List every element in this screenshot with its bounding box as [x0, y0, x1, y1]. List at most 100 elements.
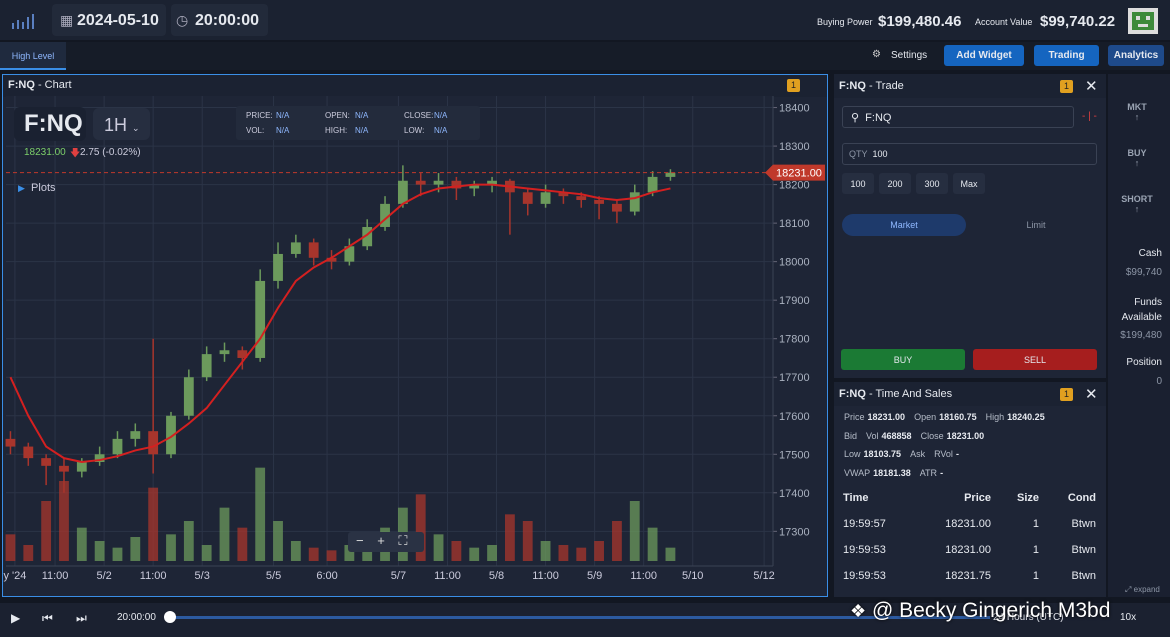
stat-value: 18231.00 [867, 412, 906, 422]
x-tick-label: 5/10 [682, 570, 703, 582]
qty-option[interactable]: 100 [842, 173, 874, 194]
tab[interactable]: High Level [0, 42, 66, 70]
volume-bar [612, 521, 622, 561]
time: 20:00:00 [195, 12, 260, 29]
table-cell: 18231.75 [945, 570, 991, 582]
y-tick-label: 17300 [779, 526, 810, 538]
volume-bar [433, 534, 444, 561]
mkt-label: MKT [1127, 102, 1147, 112]
add-widget-button[interactable]: Add Widget [944, 45, 1024, 66]
candle-body [558, 192, 569, 197]
stat-value: 18240.25 [1007, 412, 1045, 422]
slider-knob[interactable] [164, 611, 176, 623]
info-label: LOW: [404, 126, 425, 135]
candle-body [469, 184, 480, 189]
market-button[interactable]: Market [842, 214, 966, 236]
sell-button[interactable]: SELL [973, 349, 1097, 370]
qty-option[interactable]: 300 [916, 173, 948, 194]
account-value: $99,740.22 [1040, 13, 1116, 30]
x-tick-label: 11:00 [434, 570, 461, 582]
range-select[interactable]: 24 Hours (UTC) [993, 612, 1064, 623]
x-tick-label: 5/8 [489, 570, 504, 582]
x-tick-label: 5/9 [587, 570, 602, 582]
column-header: Price [964, 492, 991, 504]
stat: Low 18103.75 [844, 449, 901, 459]
y-tick-label: 17900 [779, 295, 810, 307]
candle-body [41, 458, 52, 466]
stat-label: Open [914, 412, 937, 422]
symbol-search[interactable]: ⚲ F:NQ [842, 106, 1074, 128]
interval-select[interactable]: 1H ⌄ [93, 108, 150, 140]
info-value: N/A [276, 126, 290, 135]
playback-bar [0, 603, 1170, 637]
candle-body [5, 438, 16, 447]
volume-bar [255, 467, 266, 561]
avatar[interactable] [1128, 8, 1158, 34]
volume-bar [41, 501, 52, 561]
buy-side-button[interactable]: BUY ↑ [1127, 148, 1147, 168]
candle-body [183, 377, 194, 416]
buy-label: BUY [1127, 148, 1147, 158]
time-picker[interactable] [171, 4, 268, 36]
candle-body [576, 196, 587, 201]
settings-button[interactable]: Settings [891, 50, 928, 61]
volume-bar [166, 534, 176, 561]
step-back-button[interactable]: ⏮ [42, 611, 53, 625]
candle-body [273, 253, 283, 281]
qty-input[interactable]: QTY 100 [842, 143, 1097, 165]
candle-body [397, 180, 408, 204]
volume-bar [273, 521, 283, 561]
date-picker[interactable] [52, 4, 166, 36]
speed-select[interactable]: 10x [1120, 612, 1137, 623]
short-button[interactable]: SHORT ↑ [1121, 194, 1153, 214]
plots-toggle[interactable]: ▶ Plots [18, 182, 56, 194]
volume-bar [237, 527, 248, 561]
stat-label: Close [920, 430, 944, 441]
step-forward-button[interactable]: ⏭ [76, 611, 87, 625]
zoom-controls[interactable]: − + ⛶ [348, 532, 424, 552]
volume-bar [290, 541, 301, 561]
y-tick-label: 18000 [779, 257, 810, 269]
volume-bar [451, 541, 462, 561]
volume-bar [219, 507, 230, 561]
column-header: Time [843, 492, 869, 504]
chart: 17300 17400 17500 17600 17700 17800 17900 18000… [3, 96, 825, 582]
stat: VWAP 18181.38 [844, 468, 911, 478]
qty-option[interactable]: Max [953, 173, 985, 194]
analytics-button[interactable]: Analytics [1108, 45, 1164, 66]
limit-button[interactable]: Limit [1026, 220, 1046, 230]
info-value: N/A [434, 111, 448, 120]
candle-body [255, 280, 266, 358]
stats-row: Price 18231.00 Open 18160.75 High 18240.25 [844, 412, 1045, 422]
x-tick-label: 11:00 [42, 570, 69, 582]
stat: ATR - [920, 468, 943, 478]
volume-bar [415, 494, 426, 561]
candle-body [201, 354, 212, 378]
candle-body [647, 176, 658, 193]
info-label: OPEN: [325, 111, 350, 120]
moving-average [9, 183, 671, 463]
volume-bar [130, 537, 141, 561]
play-button[interactable]: ▶ [11, 611, 21, 625]
qty-option[interactable]: 200 [879, 173, 911, 194]
last-price: 18231.00 [24, 147, 66, 158]
candle-body [94, 454, 105, 462]
table-cell: 18231.00 [945, 544, 991, 556]
candle-body [629, 192, 640, 212]
funds-label: Funds Available [1121, 297, 1162, 323]
playback-slider[interactable] [170, 616, 990, 619]
stat: Bid [844, 431, 857, 441]
table-cell: Btwn [1071, 544, 1096, 556]
expand-button[interactable]: ⤢ expand [1125, 585, 1160, 594]
volume-bar [76, 527, 87, 561]
chart-panel-header: F:NQ - Chart [3, 75, 827, 97]
close-button[interactable]: ✕ [1085, 386, 1098, 403]
time-and-sales-panel: F:NQ - Time And Sales 1 ✕ Price 18231.00 O… [834, 382, 1106, 597]
volume-bar [487, 545, 497, 561]
volume-bar [540, 541, 551, 561]
cash-label: Cash [1138, 248, 1162, 259]
buy-button[interactable]: BUY [841, 349, 965, 370]
trading-button[interactable]: Trading [1034, 45, 1099, 66]
close-button[interactable]: ✕ [1085, 78, 1098, 95]
mkt-button[interactable]: MKT ↑ [1127, 102, 1147, 122]
